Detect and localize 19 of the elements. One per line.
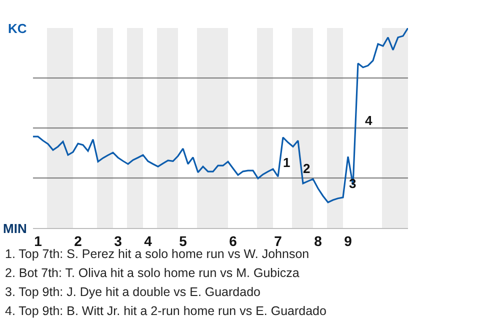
annotation: 3	[349, 176, 356, 191]
text: 3. Top 9th: J. Dye hit a double vs E. Guardado	[5, 285, 261, 299]
text: MIN	[3, 221, 27, 236]
x-tick-label: 7	[274, 232, 282, 249]
x-tick-label: 9	[344, 232, 352, 249]
x-tick-label: 2	[74, 232, 82, 249]
x-tick-label: 5	[179, 232, 188, 249]
text: 1. Top 7th: S. Perez hit a solo home run vs W. Johnson	[5, 247, 310, 261]
text: 4. Top 9th: B. Witt Jr. hit a 2-run home run vs E. Guardado	[5, 304, 326, 318]
x-tick-label: 8	[314, 232, 322, 249]
x-tick-label: 1	[34, 232, 42, 249]
x-tick-label: 4	[144, 232, 152, 249]
x-tick-label: 3	[114, 232, 122, 249]
annotation: 4	[365, 113, 373, 128]
x-tick-label: 6	[229, 232, 238, 249]
annotation: 1	[283, 155, 290, 170]
annotation: 2	[303, 161, 310, 176]
text: 2. Bot 7th: T. Oliva hit a solo home run vs M. Gubicza	[5, 266, 300, 280]
text: KC	[8, 21, 28, 36]
